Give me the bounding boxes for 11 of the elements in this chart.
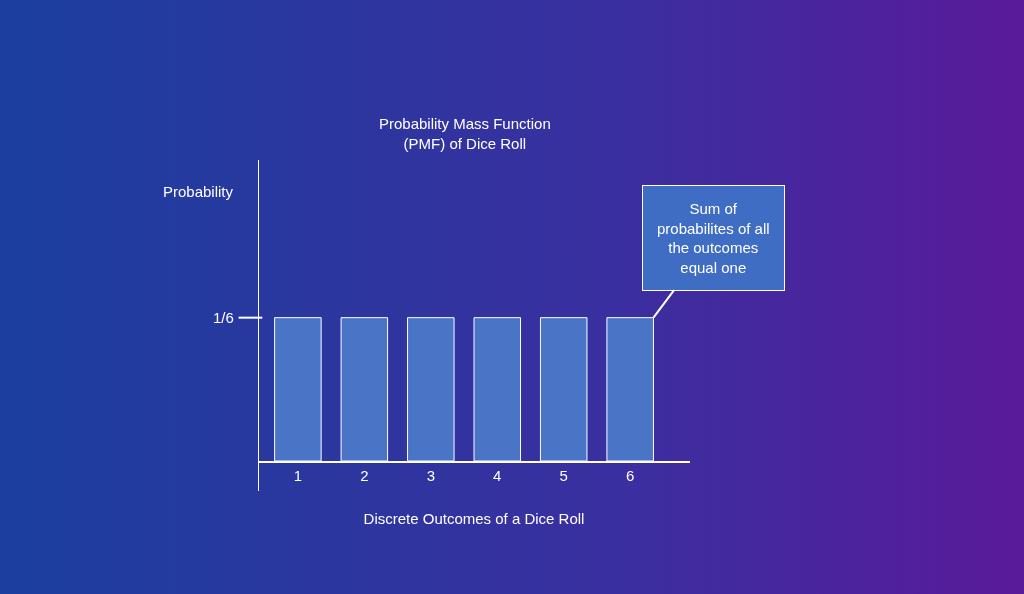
text: Probability [163,183,234,200]
x-tick-label: 6 [626,467,635,484]
text: 1/6 [213,309,234,326]
x-tick-label: 5 [559,467,568,484]
x-tick-label: 4 [493,467,502,484]
x-tick-label: 1 [293,467,303,484]
chart-title: Probability Mass Function (PMF) of Dice Roll [379,115,551,152]
text: Sum of probabilites of all the outcomes equal one [657,200,770,276]
x-tick-label: 2 [360,467,369,484]
x-axis-title: Discrete Outcomes of a Dice Roll [363,509,585,527]
x-tick-label: 3 [426,467,435,484]
